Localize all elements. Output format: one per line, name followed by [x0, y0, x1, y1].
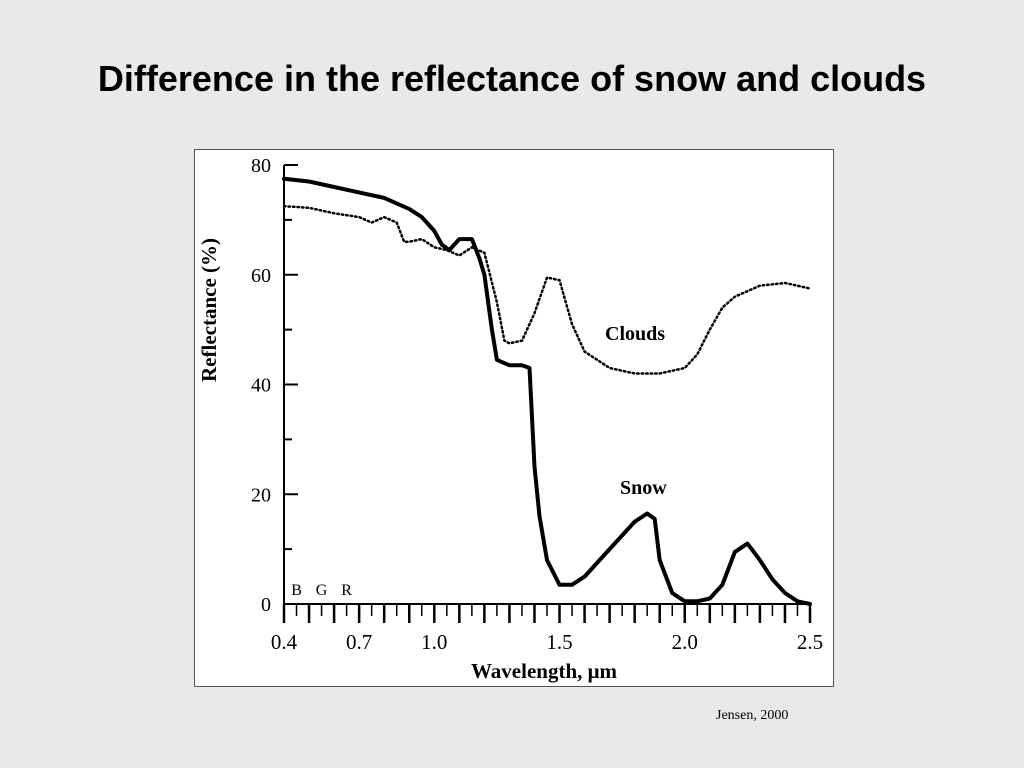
snow-series-line	[282, 176, 812, 606]
x-tick-label: 2.5	[797, 630, 823, 654]
x-tick-label: 0.4	[271, 630, 298, 654]
y-tick-label: 0	[261, 594, 271, 616]
y-tick-label: 20	[251, 484, 271, 506]
band-label: R	[341, 582, 352, 599]
x-tick-label: 1.5	[546, 630, 572, 654]
y-tick-label: 60	[251, 265, 271, 287]
band-label: G	[316, 582, 328, 599]
ticks: 0 20 40 60 80 0.4 0.7 1.0 1.5 2.0 2.5	[251, 155, 823, 654]
band-label: B	[291, 582, 302, 599]
x-tick-label: 2.0	[672, 630, 698, 654]
y-tick-label: 40	[251, 375, 271, 397]
snow-series-label: Snow	[620, 477, 667, 499]
clouds-series-label: Clouds	[605, 323, 665, 345]
y-axis-title: Reflectance (%)	[197, 238, 221, 382]
clouds-series-line	[282, 204, 812, 375]
x-axis-title: Wavelength, μm	[471, 659, 618, 683]
x-tick-label: 1.0	[421, 630, 447, 654]
y-tick-label: 80	[251, 155, 271, 177]
x-tick-label: 0.7	[346, 630, 372, 654]
slide-title: Difference in the reflectance of snow an…	[97, 58, 927, 99]
source-credit: Jensen, 2000	[716, 708, 789, 723]
axes	[283, 165, 810, 605]
